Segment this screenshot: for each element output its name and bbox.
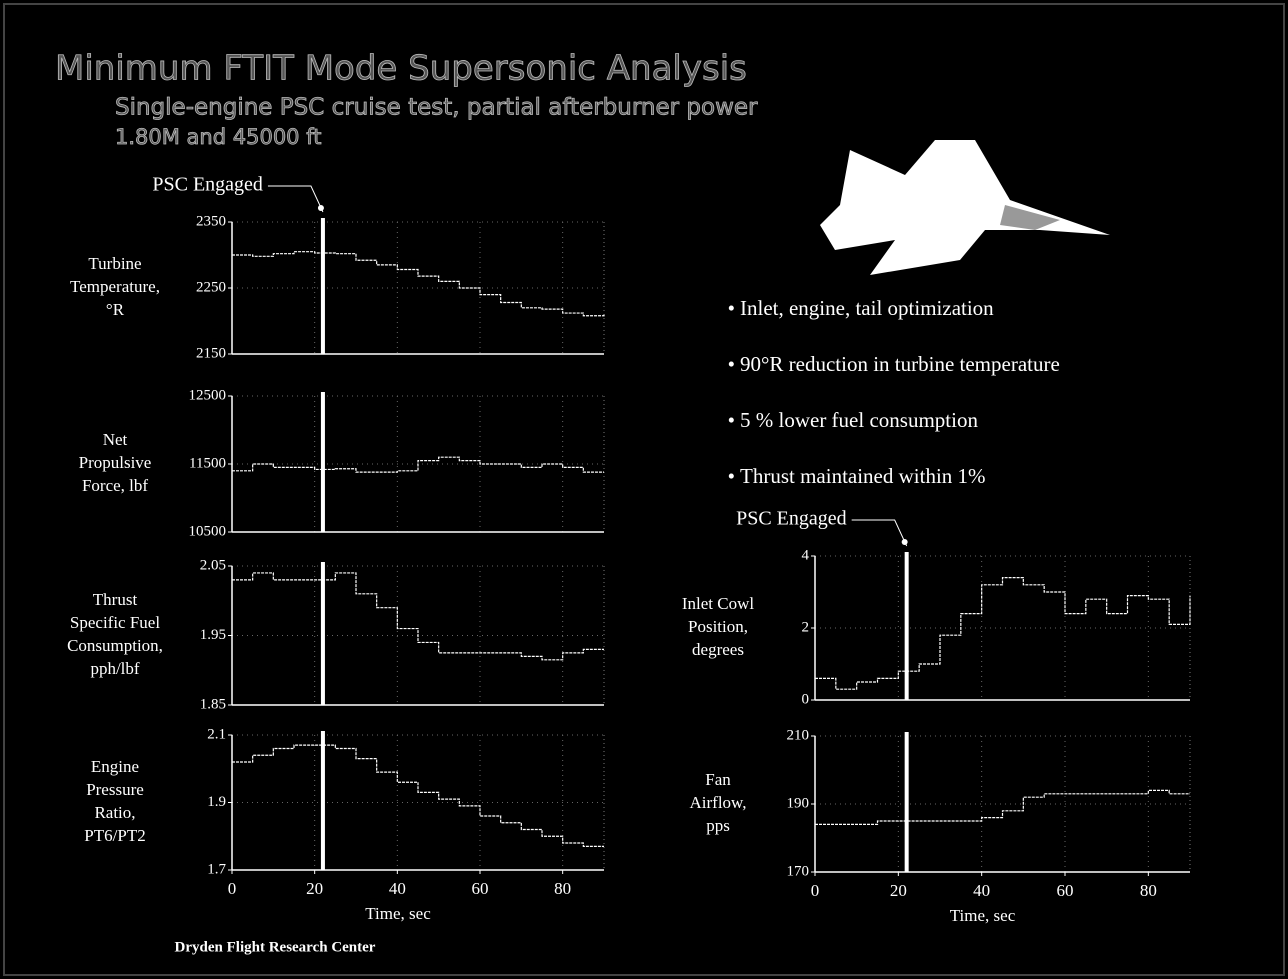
footer: Dryden Flight Research Center	[175, 939, 376, 955]
slide-title: Minimum FTIT Mode Supersonic Analysis	[55, 49, 747, 89]
slide-subtitle: 1.80M and 45000 ft	[115, 125, 321, 149]
y-tick-label: 1.9	[207, 794, 226, 810]
y-axis-label: Airflow,	[690, 793, 747, 812]
annotation: PSC Engaged	[152, 174, 263, 196]
y-axis-label: Inlet Cowl	[682, 594, 755, 613]
y-axis-label: pph/lbf	[90, 659, 139, 678]
slide-subtitle: Single-engine PSC cruise test, partial a…	[115, 95, 758, 121]
y-tick-label: 2350	[196, 213, 226, 229]
annotation-dot	[317, 205, 324, 211]
y-tick-label: 12500	[189, 387, 227, 403]
y-tick-label: 10500	[189, 523, 227, 539]
y-tick-label: 190	[787, 795, 810, 811]
x-tick-label: 40	[973, 881, 990, 900]
bullet-dot: •	[728, 464, 735, 488]
data-line	[815, 789, 1190, 825]
y-tick-label: 2	[802, 619, 810, 635]
x-tick-label: 20	[890, 881, 907, 900]
x-tick-label: 60	[472, 879, 489, 898]
annotation-dot	[901, 539, 908, 545]
y-tick-label: 2.05	[200, 557, 226, 573]
x-tick-label: 0	[811, 881, 820, 900]
annotation: PSC Engaged	[736, 508, 847, 530]
y-axis-label: Ratio,	[94, 803, 135, 822]
y-axis-label: Fan	[705, 770, 731, 789]
y-axis-label: Turbine	[88, 254, 141, 273]
y-tick-label: 11500	[189, 455, 226, 471]
bullet-dot: •	[728, 408, 735, 432]
y-axis-label: Temperature,	[70, 277, 160, 296]
y-axis-label: degrees	[692, 640, 744, 659]
y-axis-label: Specific Fuel	[70, 613, 160, 632]
y-tick-label: 2.1	[207, 726, 226, 742]
y-axis-label: Force, lbf	[82, 476, 148, 495]
slide-border	[3, 3, 1285, 976]
data-line	[232, 456, 604, 473]
y-axis-label: Engine	[91, 757, 139, 776]
y-axis-label: °R	[106, 300, 125, 319]
x-tick-label: 40	[389, 879, 406, 898]
y-axis-label: Position,	[688, 617, 748, 636]
x-tick-label: 0	[228, 879, 237, 898]
bullet: Inlet, engine, tail optimization	[740, 296, 994, 320]
y-tick-label: 210	[787, 727, 810, 743]
x-axis-label: Time, sec	[365, 904, 431, 923]
bullet: 90°R reduction in turbine temperature	[740, 352, 1060, 376]
y-tick-label: 2150	[196, 345, 226, 361]
y-tick-label: 2250	[196, 279, 226, 295]
y-tick-label: 1.85	[200, 696, 226, 712]
data-line	[232, 251, 605, 317]
y-tick-label: 0	[802, 691, 810, 707]
bullet-dot: •	[728, 296, 735, 320]
y-axis-label: Propulsive	[79, 453, 152, 472]
x-tick-label: 60	[1057, 881, 1074, 900]
y-axis-label: Thrust	[93, 590, 138, 609]
y-axis-label: PT6/PT2	[84, 826, 145, 845]
y-tick-label: 1.7	[207, 861, 226, 877]
annotation-leader	[267, 185, 324, 213]
y-axis-label: Pressure	[86, 780, 144, 799]
x-axis-label: Time, sec	[950, 906, 1016, 925]
y-axis-label: Net	[103, 430, 128, 449]
annotation-leader	[851, 519, 908, 547]
data-line	[232, 744, 604, 847]
y-tick-label: 1.95	[200, 627, 226, 643]
bullet: 5 % lower fuel consumption	[740, 408, 978, 432]
bullet: Thrust maintained within 1%	[740, 464, 986, 488]
x-tick-label: 80	[554, 879, 571, 898]
y-axis-label: pps	[706, 816, 730, 835]
bullet-dot: •	[728, 352, 735, 376]
y-axis-label: Consumption,	[67, 636, 163, 655]
airplane-icon	[820, 140, 1110, 275]
y-tick-label: 4	[802, 547, 810, 563]
x-tick-label: 80	[1140, 881, 1157, 900]
data-line	[232, 572, 604, 661]
y-tick-label: 170	[787, 863, 810, 879]
data-line	[815, 577, 1191, 690]
x-tick-label: 20	[306, 879, 323, 898]
